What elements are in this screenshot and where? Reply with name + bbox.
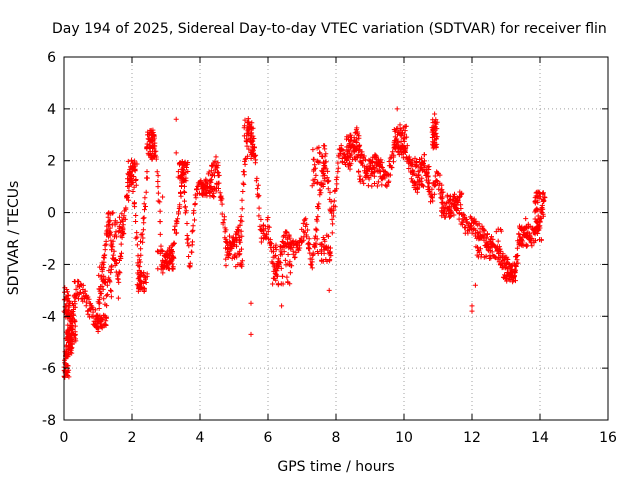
x-tick-label: 0 xyxy=(60,430,69,446)
sdtvar-series-markers xyxy=(61,106,548,380)
y-tick-label: 2 xyxy=(47,154,56,170)
x-tick-label: 8 xyxy=(332,430,341,446)
chart-title: Day 194 of 2025, Sidereal Day-to-day VTE… xyxy=(52,21,607,37)
data-points xyxy=(61,106,548,380)
y-tick-label: 6 xyxy=(47,50,56,66)
x-tick-label: 6 xyxy=(264,430,273,446)
y-axis: -8 -6 -4 -2 0 2 4 6 xyxy=(42,50,608,429)
y-tick-label: -8 xyxy=(42,413,56,429)
x-tick-label: 16 xyxy=(599,430,617,446)
x-axis-label: GPS time / hours xyxy=(277,459,394,475)
x-axis: 0 2 4 6 8 10 12 14 16 xyxy=(60,57,617,446)
x-tick-label: 12 xyxy=(463,430,481,446)
x-tick-label: 4 xyxy=(196,430,205,446)
x-tick-label: 2 xyxy=(128,430,137,446)
y-tick-label: 0 xyxy=(47,206,56,222)
y-tick-label: -2 xyxy=(42,257,56,273)
x-tick-label: 14 xyxy=(531,430,549,446)
y-tick-label: 4 xyxy=(47,102,56,118)
y-axis-label: SDTVAR / TECUs xyxy=(6,181,22,296)
y-tick-label: -6 xyxy=(42,361,56,377)
y-tick-label: -4 xyxy=(42,309,56,325)
grid-lines xyxy=(64,57,608,420)
x-tick-label: 10 xyxy=(395,430,413,446)
